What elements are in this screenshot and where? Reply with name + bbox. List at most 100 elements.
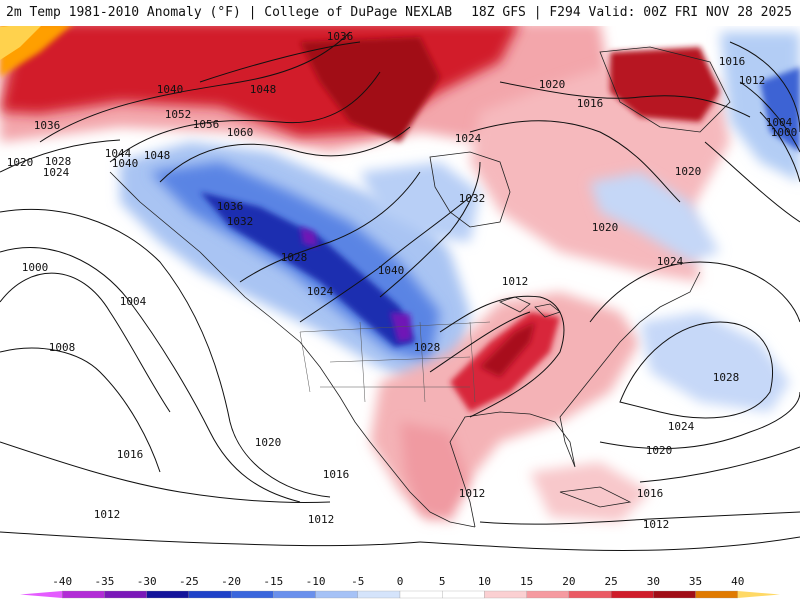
- color-legend: -40 -35 -30 -25 -20 -15 -10 -5 0 5 10 15 20 25 30 35 40: [0, 575, 800, 600]
- isobar-label: 1004: [120, 295, 147, 308]
- isobar-label: 1056: [193, 118, 220, 131]
- cold-anomaly-atlantic-core: [760, 67, 800, 152]
- isobar-label: 1044: [105, 147, 132, 160]
- isobar-label: 1012: [94, 508, 121, 521]
- warm-anomaly-mexico: [400, 422, 470, 522]
- colorbar-tick-label: -30: [137, 575, 157, 588]
- warm-anomaly-caribbean: [530, 462, 650, 522]
- colorbar-bin: [357, 590, 401, 599]
- isobar-label: 1012: [308, 513, 335, 526]
- isobar-label: 1012: [643, 518, 670, 531]
- cold-anomaly-labrador: [590, 172, 720, 262]
- isobar-label: 1028: [414, 341, 441, 354]
- cold-anomaly-peak-2: [300, 227, 318, 247]
- colorbar-tick-label: 25: [604, 575, 617, 588]
- isobar-label: 1012: [739, 74, 766, 87]
- cold-anomaly-west-core: [200, 192, 415, 347]
- colorbar-bin: [62, 590, 105, 599]
- colorbar-tick-label: 30: [647, 575, 660, 588]
- colorbar-bin: [104, 590, 147, 599]
- colorbar-bin: [146, 590, 190, 599]
- isobar-label: 1020: [539, 78, 566, 91]
- isobar-label: 1012: [502, 275, 529, 288]
- colorbar-tick-label: -40: [52, 575, 72, 588]
- colorbar-tick-label: -10: [306, 575, 326, 588]
- isobar-label: 1000: [771, 126, 798, 139]
- pressure-isobars: [0, 31, 800, 551]
- isobar-label: 1016: [577, 97, 604, 110]
- isobar-label: 1040: [112, 157, 139, 170]
- isobar-label: 1020: [592, 221, 619, 234]
- colorbar-bin: [315, 590, 358, 599]
- colorbar-bin: [442, 590, 485, 599]
- isobar-label: 1020: [7, 156, 34, 169]
- colorbar-tick-label: 5: [439, 575, 446, 588]
- colorbar-bin: [399, 590, 443, 599]
- isobar-label: 1024: [668, 420, 695, 433]
- model-run-info: 18Z GFS | F294 Valid: 00Z FRI NOV 28 202…: [471, 5, 792, 20]
- colorbar-tick-label: 40: [731, 575, 744, 588]
- isobar-label: 1048: [250, 83, 277, 96]
- anomaly-colorbar: -40 -35 -30 -25 -20 -15 -10 -5 0 5 10 15 20 25 30 35 40: [20, 575, 780, 599]
- isobar-label: 1024: [455, 132, 482, 145]
- colorbar-bin: [737, 591, 780, 598]
- colorbar-bin: [526, 590, 570, 599]
- cold-anomaly-west-atlantic: [640, 312, 790, 412]
- colorbar-tick-label: -15: [263, 575, 283, 588]
- isobar-label: 1048: [144, 149, 171, 162]
- colorbar-bin: [273, 590, 316, 599]
- isobar-label: 1036: [34, 119, 61, 132]
- colorbar-bin: [484, 590, 527, 599]
- isobar-label: 1036: [327, 30, 354, 43]
- colorbar-bin: [20, 591, 63, 598]
- colorbar-bin: [653, 590, 696, 599]
- cold-anomaly-atlantic: [720, 32, 800, 182]
- warm-anomaly-arctic-peak: [300, 37, 440, 142]
- colorbar-tick-label: 15: [520, 575, 533, 588]
- anomaly-shading: [0, 22, 800, 522]
- isobar-label: 1028: [713, 371, 740, 384]
- isobar-label: 1032: [227, 215, 254, 228]
- colorbar-bin: [610, 590, 654, 599]
- isobar-label: 1036: [217, 200, 244, 213]
- colorbar-tick-label: -20: [221, 575, 241, 588]
- isobar-label: 1052: [165, 108, 192, 121]
- isobar-label: 1016: [637, 487, 664, 500]
- cold-anomaly-hudson: [360, 162, 480, 242]
- isobar-label: 1020: [255, 436, 282, 449]
- isobar-label: 1040: [378, 264, 405, 277]
- isobar-label: 1024: [657, 255, 684, 268]
- isobar-label: 1004: [766, 116, 793, 129]
- isobar-label: 1016: [719, 55, 746, 68]
- cold-anomaly-peak: [390, 312, 412, 342]
- isobar-label: 1024: [307, 285, 334, 298]
- colorbar-tick-label: -35: [95, 575, 115, 588]
- isobar-label: 1028: [45, 155, 72, 168]
- isobar-label: 1000: [22, 261, 49, 274]
- colorbar-bin: [188, 590, 232, 599]
- isobar-label: 1016: [117, 448, 144, 461]
- isobar-label: 1016: [323, 468, 350, 481]
- hot-anomaly-peak: [0, 22, 45, 60]
- map-header: 2m Temp 1981-2010 Anomaly (°F) | College…: [0, 0, 800, 26]
- colorbar-tick-label: 10: [478, 575, 491, 588]
- isobar-label: 1060: [227, 126, 254, 139]
- isobar-label: 1012: [459, 487, 486, 500]
- isobar-label: 1024: [43, 166, 70, 179]
- coastlines: [109, 46, 731, 528]
- colorbar-tick-label: 0: [397, 575, 404, 588]
- isobar-label: 1020: [675, 165, 702, 178]
- colorbar-tick-label: 20: [562, 575, 575, 588]
- colorbar-bin: [695, 590, 738, 599]
- colorbar-tick-label: -5: [351, 575, 364, 588]
- map-title: 2m Temp 1981-2010 Anomaly (°F) | College…: [6, 5, 453, 20]
- colorbar-tick-label: -25: [179, 575, 199, 588]
- isobar-label: 1028: [281, 251, 308, 264]
- isobar-label: 1040: [157, 83, 184, 96]
- isobar-label: 1032: [459, 192, 486, 205]
- warm-anomaly-east-peak: [480, 322, 535, 377]
- colorbar-bin: [230, 590, 274, 599]
- colorbar-tick-label: 35: [689, 575, 702, 588]
- colorbar-bin: [568, 590, 612, 599]
